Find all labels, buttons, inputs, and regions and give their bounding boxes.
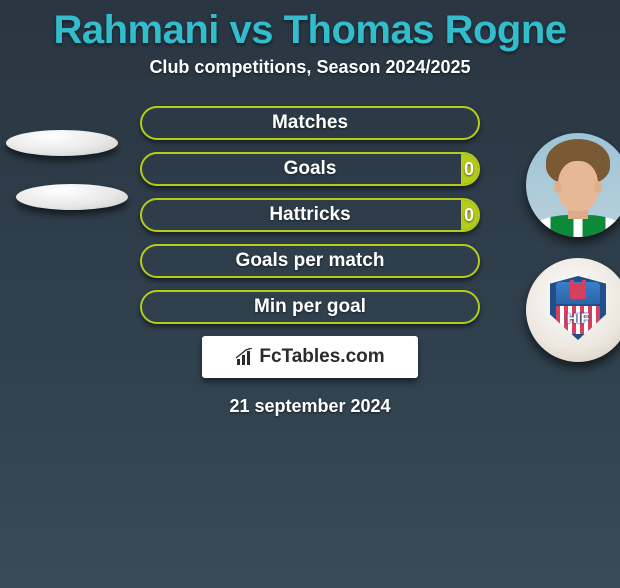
stat-label: Matches [272, 112, 348, 134]
stat-label: Goals [284, 158, 337, 180]
stat-label: Goals per match [236, 250, 385, 272]
stat-row: Matches [70, 106, 550, 140]
stat-row: Min per goal [70, 290, 550, 324]
stat-value-left [146, 290, 206, 324]
stat-label: Min per goal [254, 296, 366, 318]
stat-value-left [146, 152, 206, 186]
page-subtitle: Club competitions, Season 2024/2025 [0, 57, 620, 78]
stat-value-left [146, 198, 206, 232]
stat-row: Hattricks 0 [70, 198, 550, 232]
stat-row: Goals per match [70, 244, 550, 278]
stat-value-right: 0 [414, 152, 474, 186]
comparison-stats: Matches Goals 0 Hattricks 0 Goals per match Mi… [70, 106, 550, 324]
brand-box[interactable]: FcTables.com [202, 336, 418, 378]
stat-label: Hattricks [269, 204, 350, 226]
stat-value-right [414, 106, 474, 140]
page-title: Rahmani vs Thomas Rogne [0, 8, 620, 53]
brand-label: FcTables.com [259, 346, 384, 368]
stat-value-left [146, 244, 206, 278]
stat-value-right [414, 290, 474, 324]
snapshot-date: 21 september 2024 [0, 396, 620, 417]
stat-row: Goals 0 [70, 152, 550, 186]
stat-value-right [414, 244, 474, 278]
stat-value-left [146, 106, 206, 140]
chart-icon [235, 348, 255, 366]
stat-value-right: 0 [414, 198, 474, 232]
